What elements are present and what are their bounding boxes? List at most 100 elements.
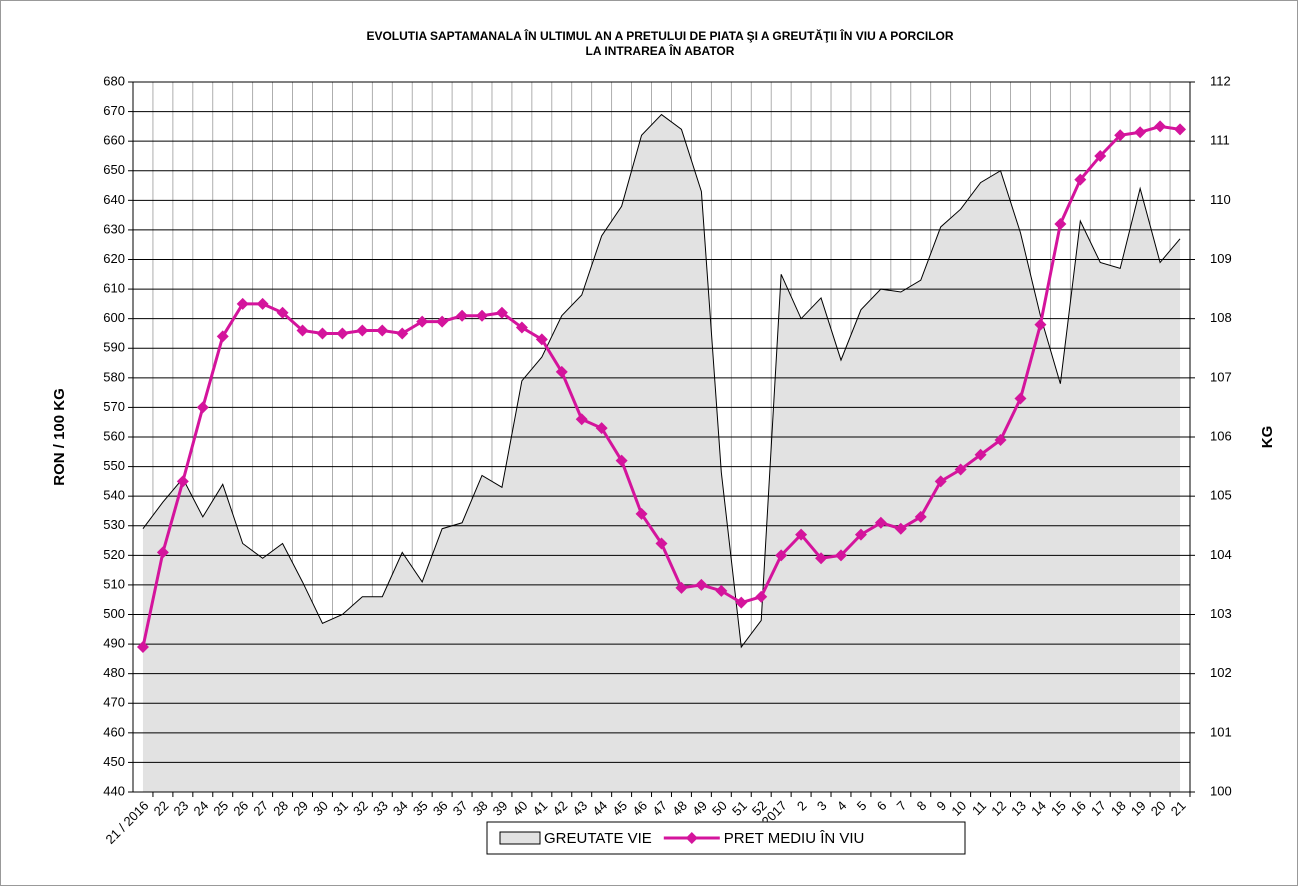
marker	[396, 327, 409, 340]
marker	[675, 581, 688, 594]
y-tick-label: 630	[103, 221, 125, 236]
marker	[974, 448, 987, 461]
marker	[1134, 126, 1147, 139]
y2-tick-label: 106	[1210, 428, 1232, 443]
y2-tick-label: 112	[1210, 73, 1231, 88]
y-tick-label: 560	[103, 428, 125, 443]
marker	[456, 309, 469, 322]
plot-frame	[132, 81, 1191, 793]
marker	[1094, 149, 1107, 162]
legend-swatch	[499, 831, 541, 845]
marker	[316, 327, 329, 340]
marker	[635, 507, 648, 520]
marker	[476, 309, 489, 322]
marker	[256, 297, 269, 310]
marker	[914, 510, 927, 523]
marker	[495, 306, 508, 319]
y-tick-label: 670	[103, 103, 125, 118]
chart-title: EVOLUTIA SAPTAMANALA ÎN ULTIMUL AN A PRE…	[366, 28, 953, 43]
y-tick-label: 590	[103, 340, 125, 355]
legend: GREUTATE VIE PRET MEDIU ÎN VIU	[486, 821, 966, 855]
legend-label: GREUTATE VIE	[544, 830, 652, 847]
y-tick-label: 510	[103, 576, 125, 591]
marker	[336, 327, 349, 340]
marker	[854, 528, 867, 541]
y2-axis-label: KG	[1259, 426, 1276, 449]
marker	[515, 321, 528, 334]
y2-tick-label: 103	[1210, 606, 1232, 621]
marker	[156, 546, 169, 559]
y-axis-label: RON / 100 KG	[51, 388, 68, 486]
y-tick-label: 600	[103, 310, 125, 325]
y2-tick-label: 109	[1210, 251, 1232, 266]
y-tick-label: 520	[103, 547, 125, 562]
marker	[715, 584, 728, 597]
marker	[755, 590, 768, 603]
y-tick-label: 490	[103, 636, 125, 651]
y-tick-label: 650	[103, 162, 125, 177]
y2-tick-label: 101	[1210, 724, 1232, 739]
marker	[834, 549, 847, 562]
marker	[376, 324, 389, 337]
y2-tick-label: 104	[1210, 547, 1232, 562]
y-tick-label: 680	[103, 73, 125, 88]
marker	[1174, 123, 1187, 136]
y-tick-label: 550	[103, 458, 125, 473]
marker	[1034, 318, 1047, 331]
marker	[176, 475, 189, 488]
y-tick-label: 610	[103, 281, 125, 296]
marker	[735, 596, 748, 609]
legend-box	[486, 821, 966, 855]
marker	[296, 324, 309, 337]
y-tick-label: 530	[103, 517, 125, 532]
marker	[356, 324, 369, 337]
y2-tick-label: 102	[1210, 665, 1232, 680]
y-tick-label: 480	[103, 665, 125, 680]
marker	[615, 454, 628, 467]
legend-marker	[685, 832, 698, 844]
marker	[1054, 218, 1067, 230]
marker	[1154, 120, 1167, 133]
y-tick-label: 450	[103, 754, 125, 769]
y2-tick-label: 110	[1210, 192, 1231, 207]
marker	[196, 401, 209, 414]
marker	[416, 315, 429, 328]
y2-tick-label: 108	[1210, 310, 1232, 325]
area	[142, 114, 1181, 792]
y2-tick-label: 100	[1210, 783, 1232, 798]
y2-tick-label: 111	[1210, 133, 1230, 148]
marker	[216, 330, 229, 343]
marker	[795, 528, 808, 541]
marker	[595, 422, 608, 435]
y-tick-label: 660	[103, 133, 125, 148]
marker	[555, 365, 568, 378]
marker	[535, 333, 548, 346]
y-tick-label: 640	[103, 192, 125, 207]
marker	[236, 297, 249, 310]
marker	[954, 463, 967, 476]
marker	[695, 578, 708, 591]
y-tick-label: 460	[103, 724, 125, 739]
legend-label: PRET MEDIU ÎN VIU	[724, 830, 865, 847]
y-tick-label: 470	[103, 695, 125, 710]
area-outline	[142, 113, 1181, 649]
marker	[436, 315, 449, 328]
marker	[655, 537, 668, 550]
y-tick-label: 580	[103, 369, 125, 384]
marker	[136, 641, 149, 654]
marker	[994, 433, 1007, 446]
marker	[1014, 392, 1027, 405]
marker	[815, 552, 828, 565]
marker	[775, 549, 788, 562]
y-tick-label: 620	[103, 251, 125, 266]
marker	[575, 413, 588, 426]
y-tick-label: 540	[103, 488, 125, 503]
marker	[276, 306, 289, 319]
y-tick-label: 500	[103, 606, 125, 621]
y2-tick-label: 107	[1210, 369, 1232, 384]
marker	[874, 516, 887, 529]
marker	[894, 522, 907, 535]
y2-tick-label: 105	[1210, 488, 1232, 503]
marker	[1074, 173, 1087, 186]
